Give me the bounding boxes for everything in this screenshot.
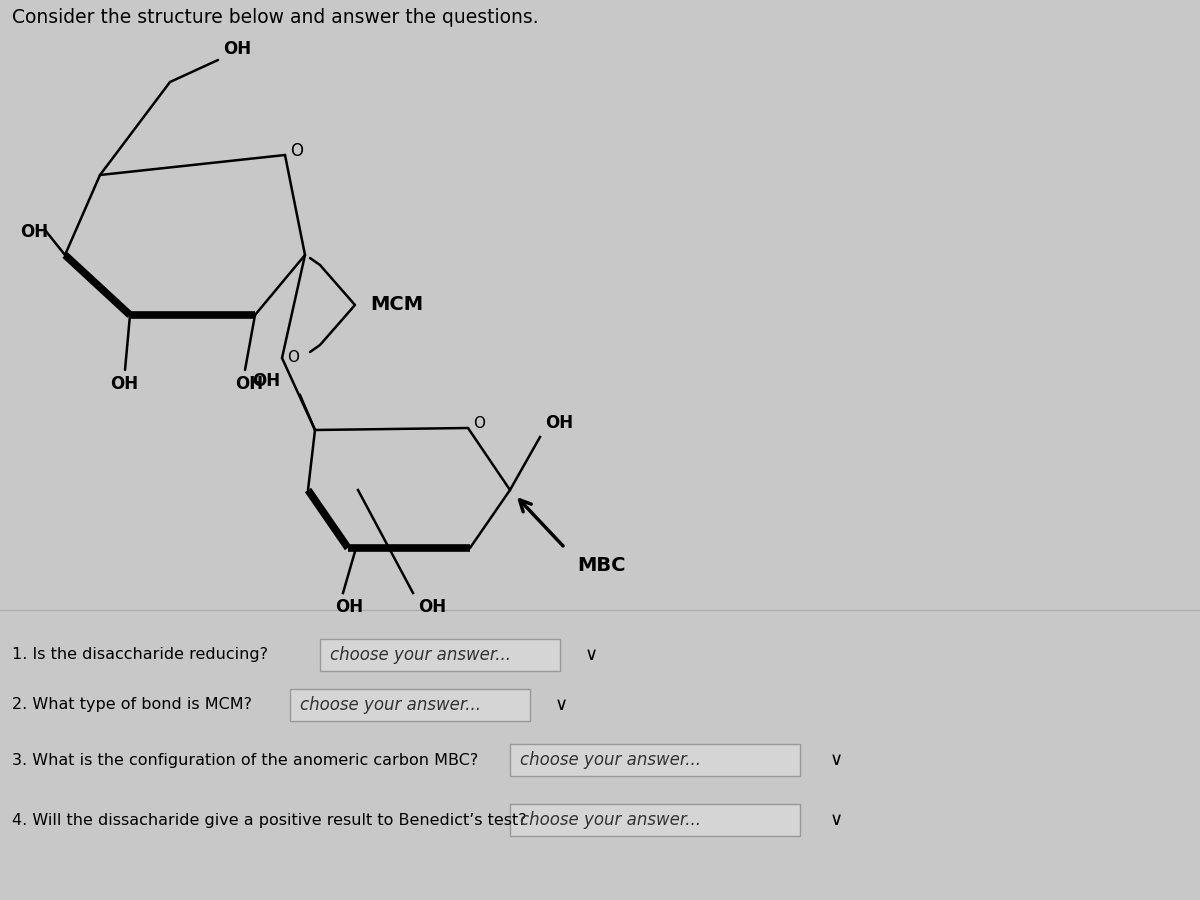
Text: 3. What is the configuration of the anomeric carbon MBC?: 3. What is the configuration of the anom… [12, 752, 479, 768]
Text: ∨: ∨ [586, 646, 598, 664]
Text: OH: OH [110, 375, 138, 393]
Text: 2. What type of bond is MCM?: 2. What type of bond is MCM? [12, 698, 252, 713]
Text: O: O [287, 350, 299, 365]
Bar [510, 744, 800, 776]
Text: OH: OH [223, 40, 251, 58]
Text: ∨: ∨ [830, 751, 844, 769]
Text: Consider the structure below and answer the questions.: Consider the structure below and answer … [12, 8, 539, 27]
Text: choose your answer...: choose your answer... [330, 646, 511, 664]
Text: ∨: ∨ [830, 811, 844, 829]
Bar [510, 804, 800, 836]
Text: MBC: MBC [577, 556, 625, 575]
Text: OH: OH [418, 598, 446, 616]
Text: O: O [290, 142, 302, 160]
Text: choose your answer...: choose your answer... [300, 696, 481, 714]
Text: 4. Will the dissacharide give a positive result to Benedict’s test?: 4. Will the dissacharide give a positive… [12, 813, 527, 827]
Text: OH: OH [252, 372, 280, 390]
Bar [290, 689, 530, 721]
Text: OH: OH [335, 598, 364, 616]
Text: OH: OH [20, 223, 48, 241]
Text: O: O [473, 417, 485, 431]
Text: choose your answer...: choose your answer... [520, 811, 701, 829]
Text: OH: OH [545, 414, 574, 432]
Text: MCM: MCM [370, 295, 424, 314]
Text: choose your answer...: choose your answer... [520, 751, 701, 769]
Text: 1. Is the disaccharide reducing?: 1. Is the disaccharide reducing? [12, 647, 268, 662]
Text: OH: OH [235, 375, 263, 393]
Text: ∨: ∨ [554, 696, 568, 714]
Bar [320, 639, 560, 671]
